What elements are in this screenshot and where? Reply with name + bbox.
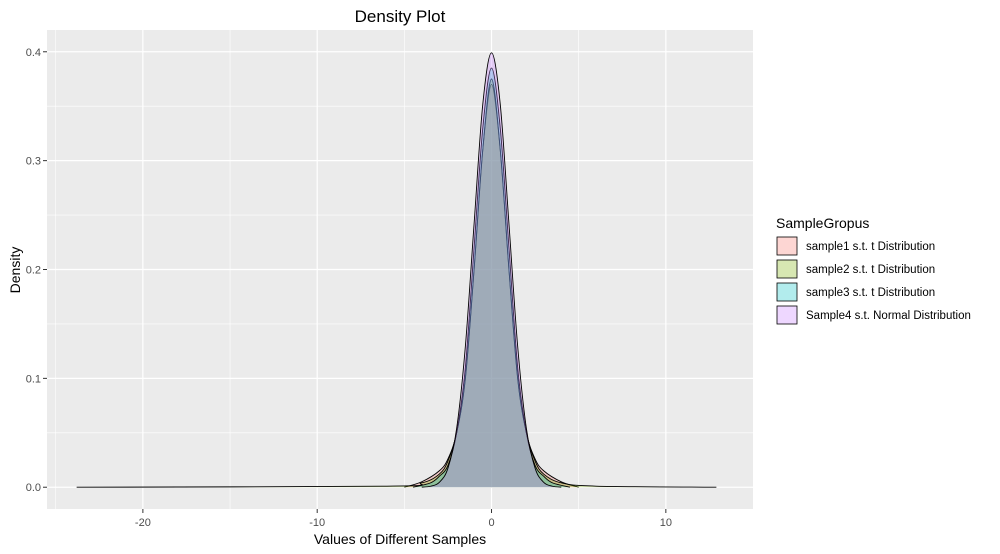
legend-key-bg bbox=[776, 282, 798, 302]
y-tick-label: 0.4 bbox=[26, 47, 41, 59]
density-area-series-3 bbox=[413, 68, 570, 488]
x-tick-label: -20 bbox=[135, 517, 151, 529]
x-tick-label: 10 bbox=[660, 517, 672, 529]
y-axis-title: Density bbox=[7, 247, 23, 294]
legend-key-swatch bbox=[776, 259, 798, 279]
legend-label: Sample4 s.t. Normal Distribution bbox=[806, 310, 971, 322]
x-tick-label: 0 bbox=[488, 517, 494, 529]
density-line-series-1 bbox=[404, 83, 579, 488]
density-area-series-4 bbox=[421, 52, 562, 488]
x-axis-ticks: -20 -10 0 10 bbox=[135, 509, 672, 529]
legend-label: sample1 s.t. t Distribution bbox=[806, 241, 935, 253]
legend-key-bg bbox=[776, 236, 798, 256]
y-tick-label: 0.1 bbox=[26, 373, 41, 385]
legend-key-swatch bbox=[776, 282, 798, 302]
x-tick-label: -10 bbox=[309, 517, 325, 529]
legend-items: sample1 s.t. t Distribution sample2 s.t. … bbox=[776, 236, 971, 325]
density-area-series-1 bbox=[404, 84, 579, 488]
y-tick-label: 0.0 bbox=[26, 482, 41, 494]
legend-label: sample2 s.t. t Distribution bbox=[806, 264, 935, 276]
y-tick-label: 0.3 bbox=[26, 156, 41, 168]
legend-title: SampleGropus bbox=[776, 215, 869, 231]
y-tick-label: 0.2 bbox=[26, 265, 41, 277]
density-line-series-4 bbox=[421, 52, 562, 488]
x-axis-title: Values of Different Samples bbox=[314, 531, 486, 547]
y-axis-ticks: 0.0 0.1 0.2 0.3 0.4 bbox=[26, 47, 47, 494]
density-line-series-3 bbox=[412, 67, 571, 488]
chart-title: Density Plot bbox=[355, 7, 446, 26]
legend-key-swatch bbox=[776, 305, 798, 325]
density-line-series-2 bbox=[76, 78, 717, 488]
legend-key-bg bbox=[776, 259, 798, 279]
legend-key-bg bbox=[776, 305, 798, 325]
major-gridlines bbox=[47, 30, 753, 509]
legend-key-swatch bbox=[776, 236, 798, 256]
legend-label: sample3 s.t. t Distribution bbox=[806, 287, 935, 299]
legend: SampleGropus sample1 s.t. t Distribution… bbox=[776, 215, 971, 325]
density-series bbox=[76, 52, 717, 488]
